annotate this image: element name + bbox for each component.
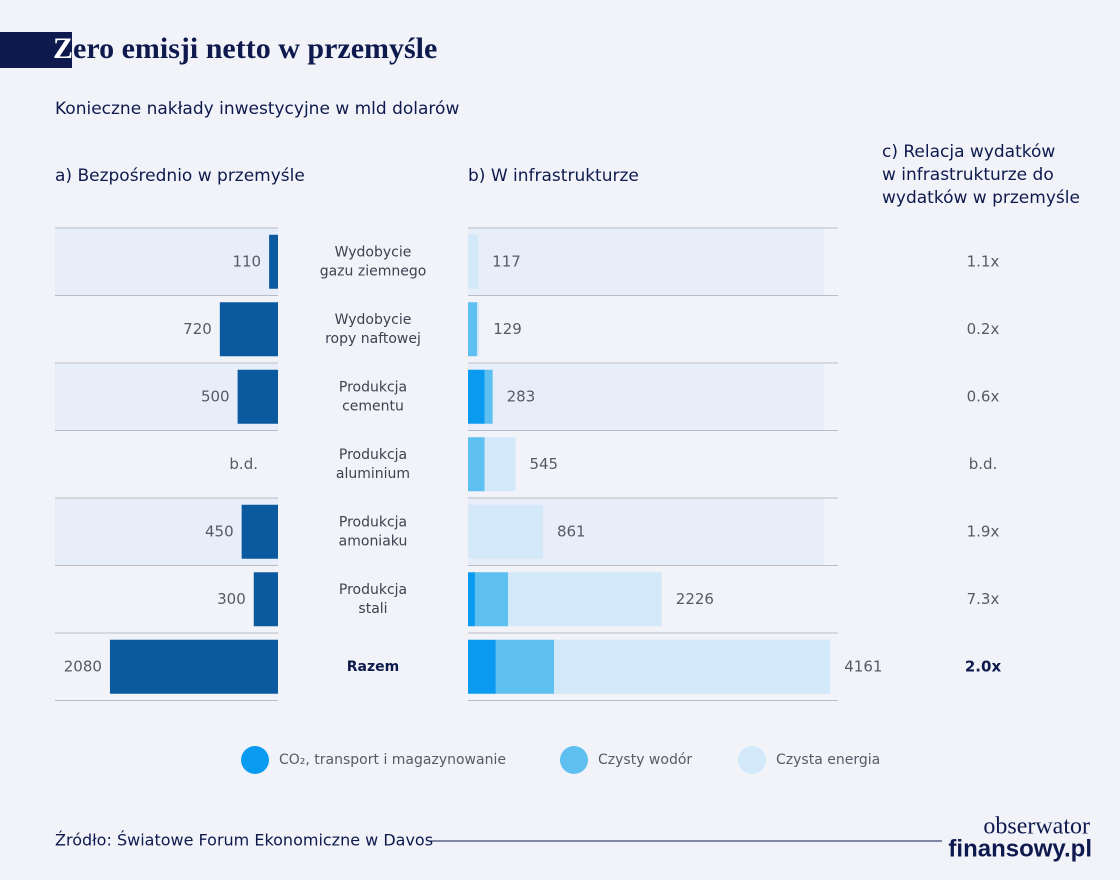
bar-segment bbox=[468, 437, 485, 492]
bar bbox=[237, 369, 278, 424]
bar bbox=[241, 504, 278, 559]
bar bbox=[269, 234, 278, 289]
ratio-label: 1.9x bbox=[967, 522, 1000, 540]
value-label: 500 bbox=[201, 387, 230, 405]
legend-swatch bbox=[560, 746, 588, 774]
ratio-label: b.d. bbox=[969, 455, 998, 473]
value-label: 300 bbox=[217, 590, 246, 608]
chart-title: c) Relacja wydatków w infrastrukturze do w… bbox=[882, 142, 1080, 208]
bar-segment bbox=[508, 572, 662, 627]
title-highlight: Zero emisji netto w przemyśle bbox=[53, 32, 437, 65]
bar-segment bbox=[477, 302, 480, 357]
legend-label: Czysty wodór bbox=[598, 752, 692, 768]
total-label: 2226 bbox=[676, 590, 714, 608]
chart-title: b) W infrastrukturze bbox=[468, 166, 639, 186]
category-label: Wydobycie gazu ziemnego bbox=[320, 244, 427, 279]
row-band bbox=[468, 363, 824, 431]
logo-bottom: finansowy.pl bbox=[948, 835, 1092, 862]
source: Źródło: Światowe Forum Ekonomiczne w Dav… bbox=[55, 831, 433, 850]
value-label: 720 bbox=[183, 320, 212, 338]
value-label: b.d. bbox=[229, 455, 258, 473]
bar-segment bbox=[468, 504, 543, 559]
legend-label: CO₂, transport i magazynowanie bbox=[279, 752, 506, 768]
title-block bbox=[0, 32, 72, 68]
value-label: 450 bbox=[205, 522, 234, 540]
value-label: 2080 bbox=[64, 657, 102, 675]
ratio-label: 7.3x bbox=[967, 590, 1000, 608]
bar bbox=[109, 639, 278, 694]
row-band bbox=[468, 228, 824, 296]
total-label: 129 bbox=[493, 320, 522, 338]
bar-segment bbox=[484, 369, 493, 424]
category-label: Produkcja cementu bbox=[339, 379, 407, 414]
total-label: 117 bbox=[492, 252, 521, 270]
title: Zero emisji netto w przemyśle bbox=[53, 32, 437, 65]
row-band bbox=[55, 228, 278, 296]
bar-segment bbox=[554, 639, 831, 694]
category-label: Produkcja aluminium bbox=[336, 447, 410, 482]
ratio-label: 2.0x bbox=[965, 657, 1002, 675]
subtitle: Konieczne nakłady inwestycyjne w mld dol… bbox=[55, 99, 459, 119]
ratio-label: 0.2x bbox=[967, 320, 1000, 338]
ratio-label: 1.1x bbox=[967, 252, 1000, 270]
bar-segment bbox=[468, 234, 479, 289]
category-label: Razem bbox=[347, 659, 399, 675]
bar-segment bbox=[468, 369, 485, 424]
bar-segment bbox=[495, 639, 555, 694]
ratio-label: 0.6x bbox=[967, 387, 1000, 405]
category-label: Wydobycie ropy naftowej bbox=[325, 312, 421, 347]
bar-segment bbox=[484, 437, 516, 492]
bar-segment bbox=[474, 572, 509, 627]
total-label: 4161 bbox=[844, 657, 882, 675]
bar bbox=[219, 302, 278, 357]
chart-title: a) Bezpośrednio w przemyśle bbox=[55, 166, 305, 186]
category-label: Produkcja stali bbox=[339, 582, 407, 617]
bar-segment bbox=[468, 639, 496, 694]
total-label: 861 bbox=[557, 522, 586, 540]
bar-segment bbox=[468, 572, 475, 627]
total-label: 545 bbox=[529, 455, 558, 473]
legend-swatch bbox=[241, 746, 269, 774]
value-label: 110 bbox=[232, 252, 261, 270]
category-label: Produkcja amoniaku bbox=[339, 514, 408, 549]
total-label: 283 bbox=[507, 387, 536, 405]
bar-segment bbox=[468, 302, 478, 357]
legend-swatch bbox=[738, 746, 766, 774]
bar bbox=[253, 572, 278, 627]
logo-top: obserwator bbox=[983, 814, 1090, 840]
row-band bbox=[55, 498, 278, 566]
legend-label: Czysta energia bbox=[776, 752, 880, 768]
